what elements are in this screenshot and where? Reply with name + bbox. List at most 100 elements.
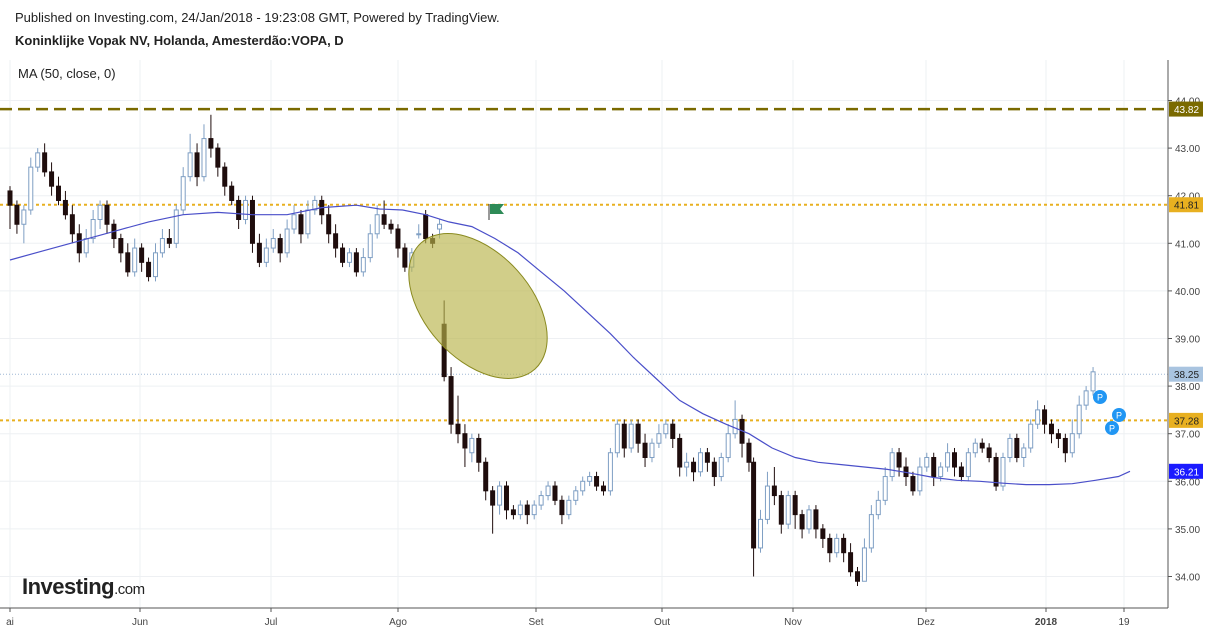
candle-down: [841, 537, 847, 554]
candle-down: [1055, 433, 1061, 439]
y-tick-label: 42.00: [1175, 192, 1200, 203]
candle-down: [326, 214, 332, 235]
y-tick-label: 40.00: [1175, 287, 1200, 298]
candle-down: [208, 138, 214, 149]
candle-up: [416, 233, 422, 236]
candle-up: [725, 433, 731, 459]
candle-up: [917, 466, 923, 492]
y-tick-label: 38.00: [1175, 382, 1200, 393]
candle-up: [697, 452, 703, 473]
candle-up: [1000, 457, 1006, 487]
ma-badge-bg: [1169, 463, 1203, 479]
candle-up: [945, 452, 951, 468]
level-badge: 43.82: [1174, 105, 1199, 116]
candle-up: [173, 209, 179, 244]
x-tick-label: Out: [654, 617, 670, 628]
event-marker-icon: [1093, 390, 1107, 404]
x-tick-label: Ago: [389, 617, 407, 628]
candle-down: [896, 452, 902, 468]
candle-up: [1069, 433, 1075, 454]
candle-up: [834, 537, 840, 554]
candle-up: [607, 452, 613, 492]
candle-down: [340, 247, 346, 263]
candle-down: [49, 171, 55, 187]
candle-up: [732, 418, 738, 435]
candle-down: [236, 199, 242, 221]
candle-down: [820, 528, 826, 539]
candle-up: [545, 485, 551, 497]
candle-up: [764, 485, 770, 520]
candle-up: [517, 504, 523, 516]
candle-down: [813, 509, 819, 530]
candle-down: [931, 457, 937, 478]
price-badges: 43.82 41.81 37.28 38.25 36.21: [1169, 101, 1203, 479]
candle-up: [785, 495, 791, 525]
candle-down: [848, 552, 854, 573]
candle-down: [778, 495, 784, 525]
candle-down: [448, 376, 454, 425]
candle-up: [159, 238, 165, 254]
candle-down: [855, 571, 861, 582]
indicator-label: MA (50, close, 0): [18, 66, 116, 81]
candle-up: [649, 442, 655, 459]
candle-up: [201, 138, 207, 178]
y-tick-label: 36.00: [1175, 477, 1200, 488]
candle-down: [799, 514, 805, 530]
candle-up: [806, 509, 812, 530]
candle-down: [423, 214, 429, 240]
candle-down: [146, 261, 152, 278]
candle-down: [1048, 423, 1054, 435]
candle-down: [381, 214, 387, 225]
candle-up: [437, 223, 443, 230]
candle-down: [510, 509, 516, 516]
candle-down: [704, 452, 710, 463]
candle-down: [118, 238, 124, 254]
candle-up: [924, 457, 930, 468]
candle-down: [42, 152, 48, 173]
candle-down: [462, 433, 468, 449]
candle-down: [711, 461, 717, 478]
candle-down: [677, 437, 683, 468]
ma-line: [9, 204, 1131, 486]
candle-down: [166, 238, 172, 244]
candle-down: [229, 185, 235, 201]
candle-down: [483, 461, 489, 492]
candle-down: [222, 166, 228, 187]
logo-brand: Investing: [22, 574, 115, 599]
candle-down: [490, 490, 496, 506]
candle-down: [277, 238, 283, 254]
candle-up: [628, 423, 634, 449]
highlight-ellipse: [408, 233, 548, 379]
candle-up: [83, 238, 89, 254]
candle-down: [1042, 409, 1048, 425]
candle-up: [1021, 447, 1027, 459]
candle-down: [14, 204, 20, 225]
x-tick-label: Dez: [917, 617, 935, 628]
candle-down: [751, 461, 757, 549]
candle-up: [758, 518, 764, 549]
candle-up: [263, 247, 269, 263]
candle-up: [889, 452, 895, 478]
event-marker-icon: [1112, 408, 1126, 422]
candle-up: [580, 480, 586, 492]
candle-down: [993, 457, 999, 487]
candle-down: [670, 423, 676, 439]
candle-down: [1014, 437, 1020, 458]
candle-down: [7, 190, 13, 206]
candle-down: [559, 499, 565, 516]
candle-up: [35, 152, 41, 168]
candle-up: [291, 214, 297, 230]
candle-up: [1083, 390, 1089, 406]
y-tick-label: 37.00: [1175, 430, 1200, 441]
candle-down: [979, 442, 985, 449]
candle-down: [503, 485, 509, 511]
candle-down: [333, 233, 339, 249]
candle-down: [388, 223, 394, 230]
logo-domain: .com: [114, 581, 145, 598]
candle-down: [402, 247, 408, 268]
candle-down: [792, 495, 798, 516]
ma-badge: 36.21: [1174, 467, 1199, 478]
event-marker-icon: [1105, 421, 1119, 435]
y-tick-label: 35.00: [1175, 525, 1200, 536]
